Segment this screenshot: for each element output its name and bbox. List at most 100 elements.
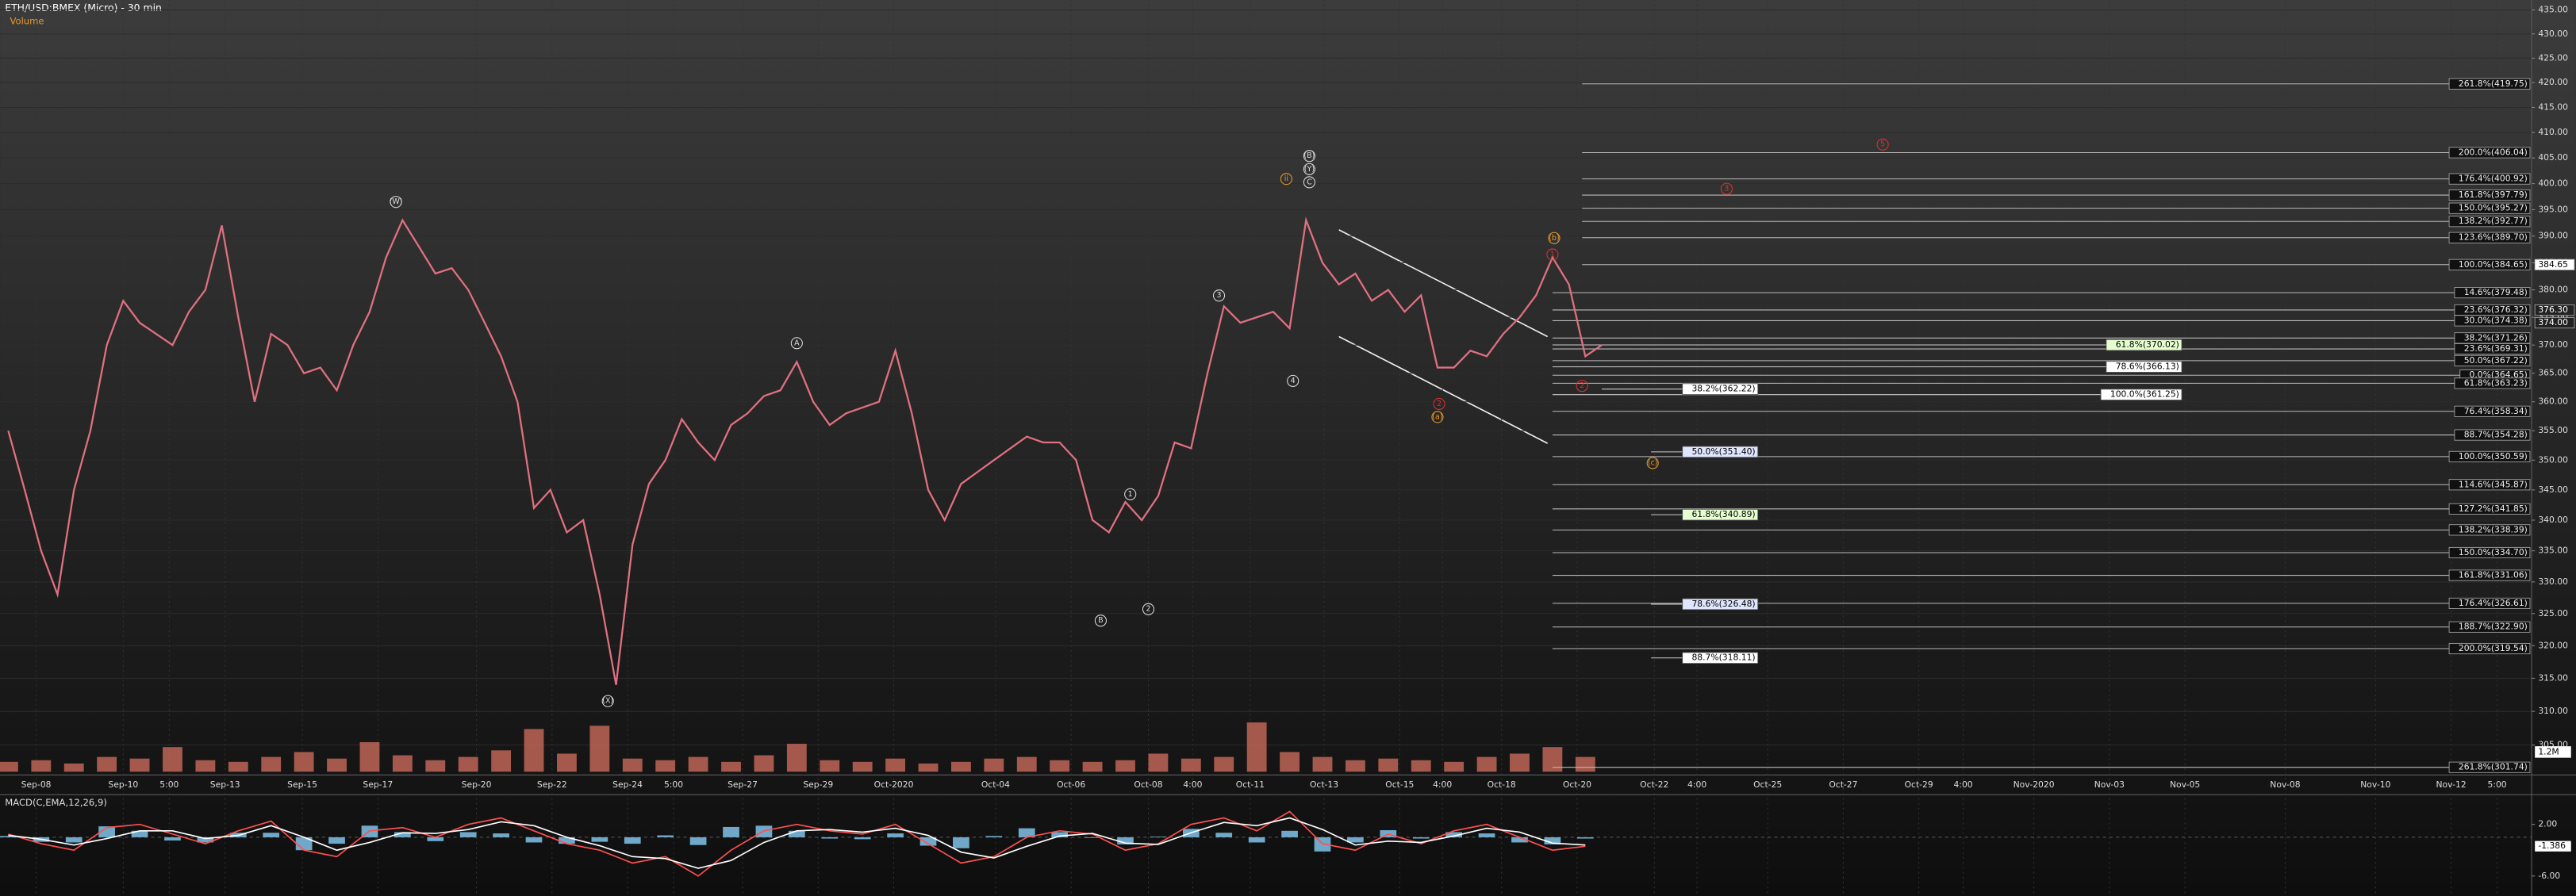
fib-label-box (2448, 232, 2531, 243)
fib-label: 23.6%(369.31) (2464, 343, 2528, 354)
fib-label: 30.0%(374.38) (2464, 315, 2528, 325)
wave-label: (X) (602, 697, 613, 706)
fib-label: 78.6%(366.13) (2116, 362, 2179, 372)
fib-label-box (2448, 761, 2531, 773)
fib-label: 76.4%(358.34) (2464, 406, 2528, 416)
macd-hist-bar (723, 826, 739, 837)
wave-label: (Y) (1304, 165, 1315, 174)
volume-bar (97, 756, 117, 772)
x-tick-label: Oct-20 (1563, 779, 1591, 790)
fib-label-box (2454, 377, 2531, 389)
fib-label-box (2448, 216, 2531, 228)
x-tick-label: Sep-17 (363, 779, 393, 790)
fib-label: 161.8%(331.06) (2459, 570, 2528, 580)
volume-bar (885, 758, 906, 772)
x-tick-label: Oct-18 (1488, 779, 1516, 790)
volume-bar (294, 752, 314, 772)
macd-hist-bar (788, 830, 805, 837)
volume-bar (63, 763, 84, 772)
wave-label: (a) (1432, 412, 1442, 421)
fib-label-box (2448, 621, 2531, 633)
fib-label-box (2106, 361, 2182, 373)
fib-label: 50.0%(351.40) (1691, 446, 1755, 457)
y-tick-label: 320.00 (2538, 640, 2568, 650)
fib-label: 138.2%(392.77) (2459, 216, 2528, 226)
x-tick-label: 5:00 (159, 779, 179, 790)
fib-label-box (2454, 332, 2531, 344)
volume-bar (1312, 756, 1333, 772)
macd-tick-label: -6.00 (2538, 871, 2560, 881)
macd-hist-bar (0, 836, 17, 837)
x-tick-label: Sep-15 (287, 779, 317, 790)
fib-label-box (2448, 503, 2531, 515)
fib-label: 100.0%(350.59) (2459, 451, 2528, 461)
wave-circle (1303, 163, 1315, 175)
wave-label: 5 (1880, 140, 1885, 149)
macd-hist-bar (131, 830, 148, 837)
x-tick-label: Oct-15 (1385, 779, 1414, 790)
fib-label: 123.6%(389.70) (2459, 232, 2528, 243)
volume-bar (589, 726, 610, 772)
x-tick-label: Oct-11 (1236, 779, 1265, 790)
fib-label: 38.2%(371.26) (2464, 332, 2528, 343)
fib-label: 38.2%(362.22) (1691, 384, 1755, 394)
wave-circle (390, 196, 402, 209)
macd-hist-bar (689, 837, 707, 845)
macd-line (8, 810, 1586, 877)
x-tick-label: Nov-08 (2270, 779, 2300, 790)
volume-bar (721, 761, 741, 772)
y-tick-label: 400.00 (2538, 178, 2568, 189)
macd-hist-bar (887, 833, 904, 837)
volume-bar (1444, 761, 1465, 772)
fib-label-box (2448, 642, 2531, 655)
x-tick-label: Sep-08 (21, 779, 52, 790)
volume-bar (491, 750, 512, 772)
wave-circle (601, 695, 614, 707)
macd-hist-bar (919, 837, 937, 846)
macd-hist-bar (559, 837, 575, 844)
macd-hist-bar (1084, 837, 1101, 838)
fib-label: 200.0%(406.04) (2459, 147, 2528, 157)
fib-label: 200.0%(319.54) (2459, 643, 2528, 653)
volume-bar (1148, 753, 1169, 772)
x-tick-label: Nov-12 (2436, 779, 2466, 790)
fib-label: 50.0%(367.22) (2464, 355, 2528, 366)
volume-bar (31, 760, 52, 772)
volume-bar (1214, 756, 1234, 772)
y-tick-label: 335.00 (2538, 546, 2568, 556)
wave-circle (1212, 289, 1226, 302)
volume-bar (918, 763, 939, 772)
fib-label: 14.6%(379.48) (2464, 287, 2528, 297)
wave-circle (1142, 603, 1155, 615)
chart-title: ETH/USD:BMEX (Micro) - 30 min (5, 2, 162, 13)
wave-circle (1431, 411, 1444, 423)
volume-bar (1476, 756, 1497, 772)
volume-bar (1181, 758, 1201, 772)
fib-label: 100.0%(361.25) (2110, 389, 2179, 400)
wave-label: 3 (1216, 291, 1221, 300)
volume-bar (984, 758, 1004, 772)
fib-label-box (2448, 524, 2531, 536)
fib-label-box (2448, 546, 2531, 559)
y-tick-label: 410.00 (2538, 127, 2568, 137)
volume-tick-label: 1.2M (2538, 746, 2559, 756)
y-tick-label: 405.00 (2538, 152, 2568, 163)
macd-hist-bar (328, 837, 345, 844)
fib-label: 161.8%(397.79) (2459, 190, 2528, 200)
x-tick-label: 4:00 (1954, 779, 1973, 790)
wave-label: 3 (1724, 185, 1729, 193)
macd-hist-bar (525, 837, 543, 843)
y-tick-label: 415.00 (2538, 101, 2568, 112)
volume-bar (1542, 747, 1563, 772)
volume-bar (1575, 756, 1595, 772)
volume-bar (425, 760, 446, 772)
macd-hist-bar (493, 833, 509, 837)
macd-hist-bar (624, 837, 641, 844)
volume-bar (1378, 758, 1399, 772)
macd-hist-bar (459, 832, 477, 837)
fib-label-box (2448, 569, 2531, 581)
macd-hist-bar (164, 837, 181, 841)
volume-bar (688, 756, 708, 772)
volume-bar (1510, 753, 1530, 772)
